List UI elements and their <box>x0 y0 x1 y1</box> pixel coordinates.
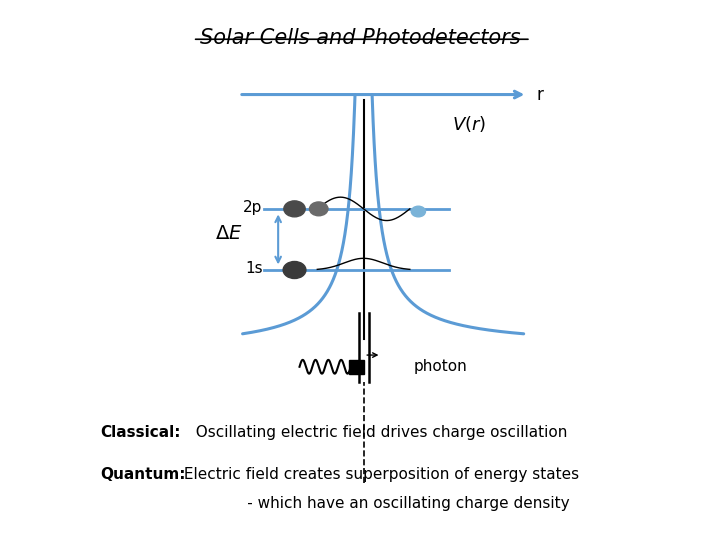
Ellipse shape <box>283 261 306 279</box>
Text: Solar Cells and Photodetectors: Solar Cells and Photodetectors <box>199 28 521 48</box>
Text: Electric field creates superposition of energy states: Electric field creates superposition of … <box>179 467 579 482</box>
Text: 2p: 2p <box>243 200 263 215</box>
Text: photon: photon <box>413 359 467 374</box>
FancyBboxPatch shape <box>349 360 364 374</box>
Text: Oscillating electric field drives charge oscillation: Oscillating electric field drives charge… <box>186 424 567 440</box>
Text: Quantum:: Quantum: <box>100 467 186 482</box>
Text: Classical:: Classical: <box>100 424 181 440</box>
Ellipse shape <box>310 202 328 216</box>
Text: $\Delta E$: $\Delta E$ <box>215 225 242 243</box>
Text: r: r <box>536 85 544 104</box>
Ellipse shape <box>411 206 426 217</box>
Text: 1s: 1s <box>245 261 263 276</box>
Ellipse shape <box>284 201 305 217</box>
Text: - which have an oscillating charge density: - which have an oscillating charge densi… <box>179 496 569 511</box>
Text: $V(r)$: $V(r)$ <box>451 114 486 134</box>
